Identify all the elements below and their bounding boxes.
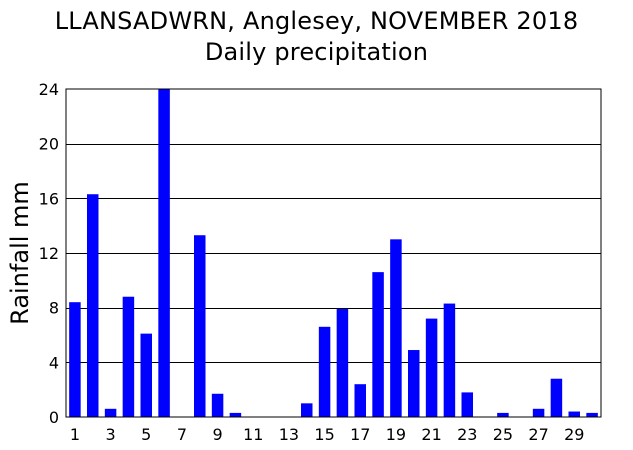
plot-frame bbox=[65, 88, 602, 418]
x-tick-label-19: 19 bbox=[386, 425, 406, 444]
bar-day-4 bbox=[122, 296, 135, 417]
y-tick-label-24: 24 bbox=[39, 80, 59, 99]
bar-day-5 bbox=[140, 333, 152, 417]
x-tick-label-21: 21 bbox=[421, 425, 441, 444]
bar-day-25 bbox=[497, 412, 509, 417]
chart-subtitle: Daily precipitation bbox=[204, 38, 429, 66]
chart-title-block: LLANSADWRN, Anglesey, NOVEMBER 2018 Dail… bbox=[0, 6, 633, 68]
x-tick-label-23: 23 bbox=[457, 425, 477, 444]
y-tick-label-20: 20 bbox=[39, 135, 59, 154]
bar-day-9 bbox=[211, 393, 224, 417]
x-tick-label-27: 27 bbox=[528, 425, 548, 444]
bar-day-15 bbox=[318, 326, 331, 417]
bar-day-10 bbox=[229, 412, 242, 417]
bar-day-19 bbox=[390, 239, 402, 417]
grid-lines bbox=[66, 144, 601, 363]
bar-day-22 bbox=[443, 303, 456, 417]
x-tick-label-15: 15 bbox=[314, 425, 334, 444]
y-tick-label-0: 0 bbox=[49, 408, 59, 427]
bar-day-30 bbox=[586, 412, 598, 417]
x-tick-label-13: 13 bbox=[279, 425, 299, 444]
bar-day-8 bbox=[194, 235, 206, 417]
y-tick-label-8: 8 bbox=[49, 299, 59, 318]
bar-day-14 bbox=[301, 403, 313, 417]
x-tick-label-5: 5 bbox=[141, 425, 151, 444]
x-tick-label-25: 25 bbox=[493, 425, 513, 444]
x-tick-label-29: 29 bbox=[564, 425, 584, 444]
x-tick-label-7: 7 bbox=[177, 425, 187, 444]
y-tick-label-12: 12 bbox=[39, 244, 59, 263]
bar-day-16 bbox=[336, 309, 349, 417]
x-tick-label-11: 11 bbox=[243, 425, 263, 444]
bar-day-1 bbox=[69, 302, 81, 417]
bar-day-17 bbox=[354, 384, 366, 417]
bar-day-20 bbox=[408, 350, 420, 417]
bar-day-6 bbox=[158, 89, 170, 417]
chart-title: LLANSADWRN, Anglesey, NOVEMBER 2018 bbox=[54, 7, 579, 35]
bar-day-18 bbox=[372, 272, 384, 417]
bar-series bbox=[69, 89, 598, 417]
x-tick-label-9: 9 bbox=[212, 425, 222, 444]
y-tick-label-4: 4 bbox=[49, 353, 59, 372]
x-tick-label-17: 17 bbox=[350, 425, 370, 444]
bar-day-21 bbox=[425, 318, 438, 417]
bar-day-3 bbox=[104, 408, 117, 417]
bar-day-29 bbox=[568, 411, 580, 417]
y-tick-label-16: 16 bbox=[39, 189, 59, 208]
y-tick-labels: 0 4 8 12 16 20 24 bbox=[39, 80, 59, 427]
bar-day-27 bbox=[532, 408, 545, 417]
x-tick-label-1: 1 bbox=[70, 425, 80, 444]
bar-day-23 bbox=[461, 392, 473, 417]
x-tick-labels: 1 3 5 7 9 11 13 15 17 19 21 23 25 27 29 bbox=[70, 425, 585, 444]
x-tick-label-3: 3 bbox=[105, 425, 115, 444]
bar-day-2 bbox=[87, 194, 99, 417]
bar-day-28 bbox=[550, 378, 563, 417]
